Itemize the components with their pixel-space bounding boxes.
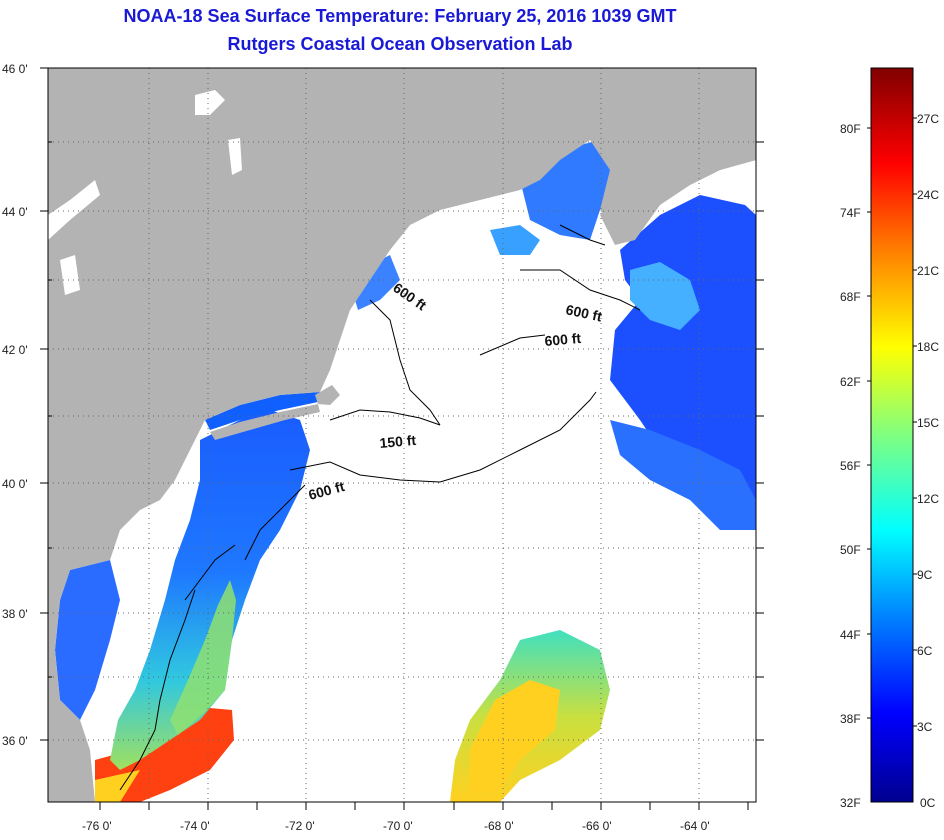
lon-label-70: -70 0'	[383, 819, 413, 833]
lon-label-76: -76 0'	[82, 819, 112, 833]
colorbar-ticks	[867, 117, 917, 727]
cb-label-0c: 0C	[920, 796, 936, 810]
lat-label-46: 46 0'	[2, 62, 28, 76]
land-mass	[48, 68, 756, 802]
sst-offshore-warm-core	[470, 680, 560, 795]
bathymetry-contours	[119, 224, 641, 791]
colorbar-fahrenheit-labels: 80F 74F 68F 62F 56F 50F 44F 38F 32F	[840, 122, 861, 810]
cb-label-9c: 9C	[917, 568, 933, 582]
cb-label-50f: 50F	[840, 543, 861, 557]
lon-label-66: -66 0'	[582, 819, 612, 833]
sst-offshore-east	[610, 420, 756, 530]
lake-patch	[60, 255, 80, 295]
contour-label-150ft: 150 ft	[379, 432, 417, 451]
sst-long-island-sound	[205, 392, 320, 430]
map-frame	[47, 67, 757, 803]
cb-label-38f: 38F	[840, 712, 861, 726]
map-subtitle: Rutgers Coastal Ocean Observation Lab	[227, 34, 573, 54]
cb-label-56f: 56F	[840, 459, 861, 473]
cb-label-44f: 44F	[840, 628, 861, 642]
cb-label-6c: 6C	[917, 644, 933, 658]
sst-shelf-water	[110, 410, 310, 770]
cb-label-27c: 27C	[917, 112, 939, 126]
cb-label-32f: 32F	[840, 796, 861, 810]
contour-label-600ft-georges: 600 ft	[544, 330, 582, 349]
lake-patch	[195, 90, 225, 115]
lake-patch	[48, 180, 100, 240]
frame-ticks	[40, 67, 764, 810]
sst-chesapeake	[55, 560, 120, 720]
colorbar-gradient	[870, 67, 914, 803]
lat-label-36: 36 0'	[2, 734, 28, 748]
lake-patch	[228, 138, 242, 175]
lon-label-68: -68 0'	[484, 819, 514, 833]
cb-label-80f: 80F	[840, 122, 861, 136]
long-island	[210, 404, 320, 440]
lat-label-42: 42 0'	[2, 343, 28, 357]
cb-label-62f: 62F	[840, 375, 861, 389]
latitude-labels: 46 0' 44 0' 42 0' 40 0' 38 0' 36 0'	[2, 62, 28, 748]
graticule	[48, 68, 756, 802]
cb-label-21c: 21C	[917, 264, 939, 278]
sst-shelf-warm-edge	[170, 580, 236, 735]
sst-scotian-shelf-inner	[630, 262, 700, 330]
longitude-labels: -76 0' -74 0' -72 0' -70 0' -68 0' -66 0…	[82, 819, 710, 833]
cb-label-3c: 3C	[917, 720, 933, 734]
sst-gulf-of-maine-mid	[490, 225, 540, 255]
lon-label-74: -74 0'	[180, 819, 210, 833]
lat-label-44: 44 0'	[2, 205, 28, 219]
lat-label-38: 38 0'	[2, 607, 28, 621]
colorbar: 80F 74F 68F 62F 56F 50F 44F 38F 32F 27C …	[840, 67, 939, 810]
cb-label-74f: 74F	[840, 206, 861, 220]
lat-label-40: 40 0'	[2, 477, 28, 491]
cb-label-18c: 18C	[917, 340, 939, 354]
colorbar-celsius-labels: 27C 24C 21C 18C 15C 12C 9C 6C 3C 0C	[917, 112, 939, 810]
cape-cod	[315, 385, 340, 405]
cb-label-24c: 24C	[917, 188, 939, 202]
cb-label-15c: 15C	[917, 416, 939, 430]
contour-label-600ft-scotian: 600 ft	[564, 301, 603, 324]
cb-label-12c: 12C	[917, 492, 939, 506]
lon-label-64: -64 0'	[680, 819, 710, 833]
cb-label-68f: 68F	[840, 290, 861, 304]
sst-coastal-yellow	[95, 770, 140, 802]
map-title: NOAA-18 Sea Surface Temperature: Februar…	[123, 6, 677, 26]
lon-label-72: -72 0'	[285, 819, 315, 833]
